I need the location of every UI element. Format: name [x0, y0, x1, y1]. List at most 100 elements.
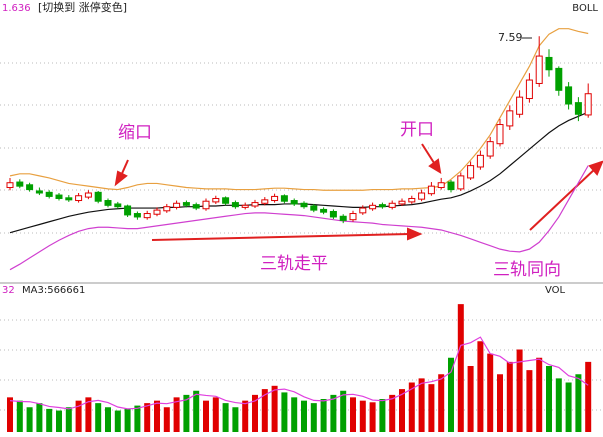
- candle-body: [574, 102, 582, 115]
- candle-body: [584, 93, 592, 116]
- candle-body: [525, 79, 533, 100]
- volume-bar: [7, 397, 13, 432]
- volume-bar: [144, 403, 151, 432]
- candle-body: [408, 197, 416, 203]
- volume-bar: [222, 403, 229, 432]
- volume-bar: [232, 407, 239, 432]
- candle-body: [506, 110, 514, 127]
- volume-bar: [114, 410, 121, 432]
- volume-bar: [163, 407, 170, 432]
- candle-body: [173, 202, 181, 208]
- volume-bar: [124, 408, 131, 432]
- volume-bar: [95, 403, 102, 432]
- candle-body: [153, 209, 161, 215]
- candle-body: [516, 96, 524, 115]
- volume-bar: [330, 394, 337, 432]
- volume-name: VOL: [545, 285, 566, 296]
- candle-body: [45, 191, 53, 197]
- volume-bar: [457, 304, 464, 432]
- volume-bar: [516, 349, 523, 432]
- volume-bar: [281, 392, 288, 432]
- candle-body: [535, 55, 543, 84]
- candle-body: [329, 210, 337, 218]
- arrows: [114, 143, 603, 241]
- annotation: 三轨同向: [493, 260, 561, 280]
- volume-bar: [438, 374, 445, 432]
- candle-body: [437, 182, 445, 189]
- candle-body: [378, 204, 386, 208]
- candle-body: [251, 202, 259, 207]
- switch-link[interactable]: [切换到 涨停变色]: [38, 0, 127, 14]
- volume-bar: [408, 382, 415, 432]
- candle-body: [16, 181, 24, 187]
- candle-body: [55, 194, 63, 199]
- volume-bar: [506, 361, 513, 432]
- candle-body: [427, 185, 435, 195]
- volume-bar: [154, 400, 160, 432]
- volume-bar: [536, 357, 543, 432]
- volume-bar: [320, 399, 327, 432]
- candle-body: [241, 204, 249, 208]
- volume-bar: [350, 397, 356, 432]
- volume-bar: [555, 378, 562, 432]
- candle-body: [271, 195, 279, 202]
- volume-bar: [203, 400, 209, 432]
- volume-bar: [467, 366, 474, 432]
- annotation: 开口: [400, 120, 434, 140]
- annotation: 缩口: [118, 123, 152, 143]
- indicator-name: BOLL: [572, 3, 598, 14]
- volume-bar: [565, 382, 572, 432]
- candle-body: [359, 207, 367, 214]
- candle-body: [261, 199, 269, 204]
- volume-bar: [487, 353, 494, 432]
- candle-body: [75, 195, 83, 202]
- candle-body: [388, 202, 396, 208]
- volume-bar: [85, 397, 92, 432]
- peak-label: 7.59: [498, 31, 523, 44]
- candle-body: [545, 56, 553, 71]
- candle-body: [369, 204, 377, 210]
- candle-body: [467, 165, 475, 179]
- volume-bar: [242, 400, 249, 432]
- annotation: 三轨走平: [260, 254, 328, 274]
- volume-bar: [173, 397, 180, 432]
- volume-bar: [105, 407, 111, 432]
- volume-bar: [575, 374, 582, 432]
- volume-ma-line: [9, 336, 589, 410]
- candle-body: [133, 213, 141, 218]
- candle-body: [202, 200, 210, 210]
- volume-bar: [477, 341, 484, 432]
- volume-ma: MA3:566661: [22, 285, 85, 296]
- volume-bar: [497, 374, 503, 432]
- volume-bar: [379, 399, 386, 432]
- volume-bar: [428, 384, 435, 432]
- candle-body: [6, 182, 14, 189]
- candle-body: [457, 175, 465, 190]
- candle-body: [310, 205, 318, 211]
- volume-bar: [26, 407, 33, 432]
- candle-body: [349, 213, 357, 221]
- volume-bar: [261, 389, 268, 432]
- volume-bar: [301, 400, 307, 432]
- candle-body: [182, 202, 190, 206]
- candle-body: [222, 197, 230, 204]
- volume-bar: [399, 389, 405, 432]
- candle-body: [192, 204, 200, 209]
- volume-bar: [340, 390, 347, 432]
- volume-bar: [448, 357, 454, 432]
- candle-body: [65, 197, 73, 201]
- volume-bar: [310, 403, 317, 432]
- boll-line: [9, 111, 589, 234]
- candle-body: [280, 195, 288, 202]
- volume-bar: [585, 361, 592, 432]
- code: 1.636: [2, 3, 31, 14]
- volume-bar: [75, 400, 82, 432]
- candle-body: [124, 205, 132, 216]
- candle-body: [94, 191, 102, 202]
- volume-bar: [16, 400, 23, 432]
- volume-bar: [212, 397, 219, 432]
- volume-bar: [56, 410, 62, 432]
- candle-body: [418, 192, 426, 200]
- candle-body: [555, 67, 563, 91]
